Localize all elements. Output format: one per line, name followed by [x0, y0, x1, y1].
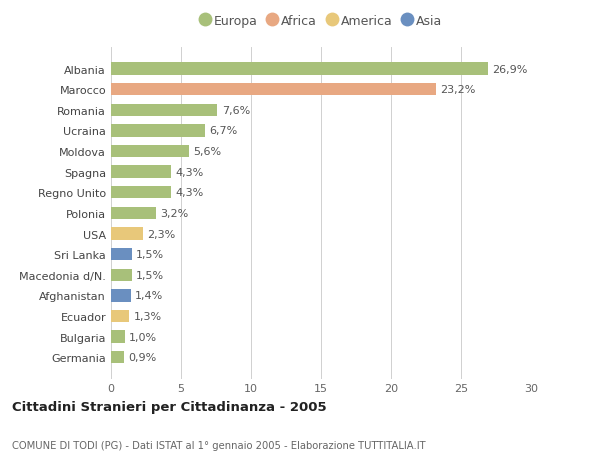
- Bar: [111, 331, 125, 343]
- Bar: [111, 125, 205, 137]
- Text: 1,5%: 1,5%: [136, 270, 164, 280]
- Bar: [111, 228, 143, 240]
- Text: 26,9%: 26,9%: [492, 64, 527, 74]
- Text: 6,7%: 6,7%: [209, 126, 237, 136]
- Text: 5,6%: 5,6%: [194, 147, 222, 157]
- Text: 4,3%: 4,3%: [175, 167, 203, 177]
- Text: 0,9%: 0,9%: [128, 353, 156, 363]
- Bar: [111, 187, 171, 199]
- Bar: [111, 166, 171, 179]
- Bar: [111, 63, 488, 76]
- Text: 2,3%: 2,3%: [148, 229, 176, 239]
- Text: 4,3%: 4,3%: [175, 188, 203, 198]
- Bar: [111, 104, 217, 117]
- Bar: [111, 290, 131, 302]
- Text: 1,4%: 1,4%: [135, 291, 163, 301]
- Text: 3,2%: 3,2%: [160, 208, 188, 218]
- Bar: [111, 351, 124, 364]
- Bar: [111, 248, 132, 261]
- Text: COMUNE DI TODI (PG) - Dati ISTAT al 1° gennaio 2005 - Elaborazione TUTTITALIA.IT: COMUNE DI TODI (PG) - Dati ISTAT al 1° g…: [12, 440, 425, 450]
- Text: 23,2%: 23,2%: [440, 85, 475, 95]
- Bar: [111, 269, 132, 281]
- Text: 1,0%: 1,0%: [129, 332, 157, 342]
- Bar: [111, 310, 129, 323]
- Bar: [111, 207, 156, 219]
- Text: 1,3%: 1,3%: [133, 311, 161, 321]
- Bar: [111, 84, 436, 96]
- Legend: Europa, Africa, America, Asia: Europa, Africa, America, Asia: [200, 15, 442, 28]
- Text: Cittadini Stranieri per Cittadinanza - 2005: Cittadini Stranieri per Cittadinanza - 2…: [12, 400, 326, 413]
- Text: 7,6%: 7,6%: [221, 106, 250, 116]
- Bar: [111, 146, 190, 158]
- Text: 1,5%: 1,5%: [136, 250, 164, 260]
